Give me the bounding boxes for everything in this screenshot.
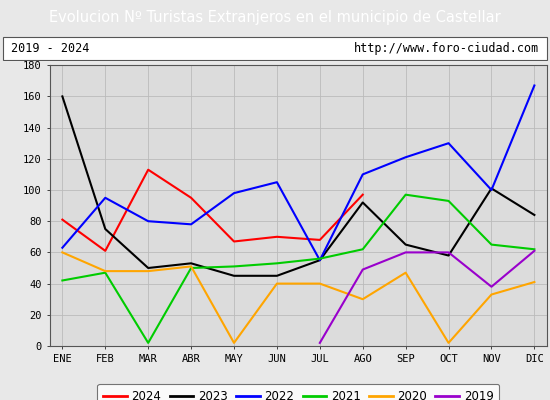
Text: Evolucion Nº Turistas Extranjeros en el municipio de Castellar: Evolucion Nº Turistas Extranjeros en el … <box>49 10 501 25</box>
Legend: 2024, 2023, 2022, 2021, 2020, 2019: 2024, 2023, 2022, 2021, 2020, 2019 <box>97 384 499 400</box>
Text: http://www.foro-ciudad.com: http://www.foro-ciudad.com <box>354 42 539 55</box>
Text: 2019 - 2024: 2019 - 2024 <box>11 42 89 55</box>
FancyBboxPatch shape <box>3 36 547 60</box>
